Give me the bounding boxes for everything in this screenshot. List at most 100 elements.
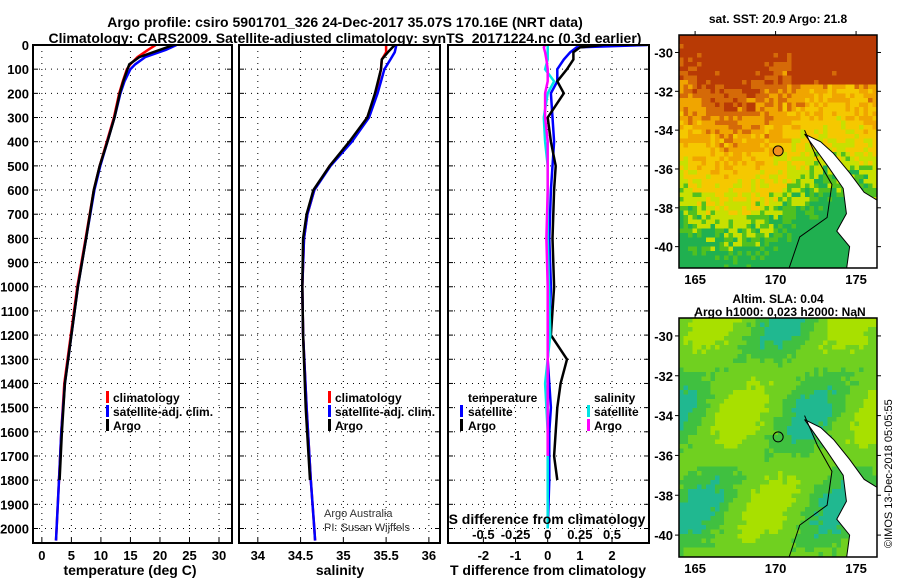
map-pixel [719,322,725,328]
map-pixel [841,138,846,144]
map-pixel [742,233,747,238]
map-pixel [755,412,761,418]
map-pixel [845,363,851,368]
map-pixel [697,228,702,234]
map-pixel [854,152,860,157]
map-pixel [850,80,855,85]
map-pixel [836,471,842,476]
map-pixel [760,71,765,76]
map-pixel [701,417,707,422]
map-pixel [715,75,720,81]
map-pixel [764,197,770,202]
map-pixel [760,489,765,494]
map-pixel [796,498,801,503]
map-pixel [805,331,810,337]
map-pixel [796,116,801,121]
map-pixel [800,107,806,112]
map-pixel [706,98,711,103]
map-pixel [760,107,765,112]
map-pixel [782,354,788,359]
map-pixel [805,403,810,409]
map-pixel [724,552,729,557]
map-pixel [701,354,707,359]
map-pixel [733,174,738,180]
map-pixel [728,322,734,328]
map-pixel [836,197,842,202]
map-pixel [818,161,824,166]
map-pixel [769,435,774,440]
map-pixel [773,174,779,180]
map-pixel [832,399,837,404]
map-pixel [688,426,693,431]
map-pixel [746,255,752,261]
map-pixel [706,394,711,400]
map-pixel [760,493,765,499]
map-pixel [728,394,734,400]
map-pixel [737,399,743,404]
map-pixel [692,66,698,72]
map-pixel [692,147,698,153]
map-pixel [755,71,761,76]
map-pixel [683,489,689,494]
map-pixel [800,44,806,49]
map-pixel [868,48,873,54]
map-pixel [706,363,711,368]
map-pixel [814,71,819,76]
map-pixel [688,156,693,162]
map-pixel [683,242,689,247]
series-line-climatology [301,45,388,541]
map-pixel [823,448,828,454]
map-pixel [715,394,720,400]
map-pixel [787,188,792,193]
map-pixel [800,372,806,377]
map-pixel [746,102,752,108]
map-pixel [841,484,846,490]
map-pixel [791,260,797,265]
map-pixel [733,125,738,130]
map-pixel [868,331,873,337]
map-pixel [832,143,837,148]
map-pixel [868,471,873,476]
map-pixel [818,331,824,337]
map-pixel [683,264,689,268]
map-pixel [827,116,833,121]
map-pixel [832,489,837,494]
map-pixel [688,511,693,517]
map-pixel [715,120,720,126]
map-pixel [836,210,842,216]
map-pixel [760,201,765,207]
map-pixel [710,399,716,404]
map-pixel [773,98,779,103]
land-new-zealand [804,133,877,268]
map-pixel [796,484,801,490]
map-pixel [733,107,738,112]
map-pixel [679,475,684,481]
map-pixel [805,385,810,391]
map-pixel [706,183,711,189]
map-pixel [836,426,842,431]
map-pixel [823,547,828,553]
map-pixel [755,260,761,265]
map-pixel [836,57,842,63]
map-pixel [800,138,806,144]
lat-tick-label: -30 [654,45,673,60]
map-pixel [688,412,693,418]
map-pixel [688,336,693,341]
map-pixel [688,538,693,544]
map-pixel [818,372,824,377]
map-pixel [832,390,837,395]
map-pixel [710,84,716,90]
map-pixel [733,534,738,539]
legend-swatch-satellite [106,405,109,417]
map-pixel [863,134,869,139]
map-pixel [697,534,702,539]
map-pixel [742,381,747,386]
credit-pi: PI: Susan Wijffels [324,522,410,534]
map-pixel [688,255,693,261]
map-pixel [733,89,738,94]
map-pixel [746,48,752,54]
map-pixel [679,471,684,476]
map-pixel [854,372,860,377]
map-pixel [769,552,774,557]
map-pixel [679,48,684,54]
